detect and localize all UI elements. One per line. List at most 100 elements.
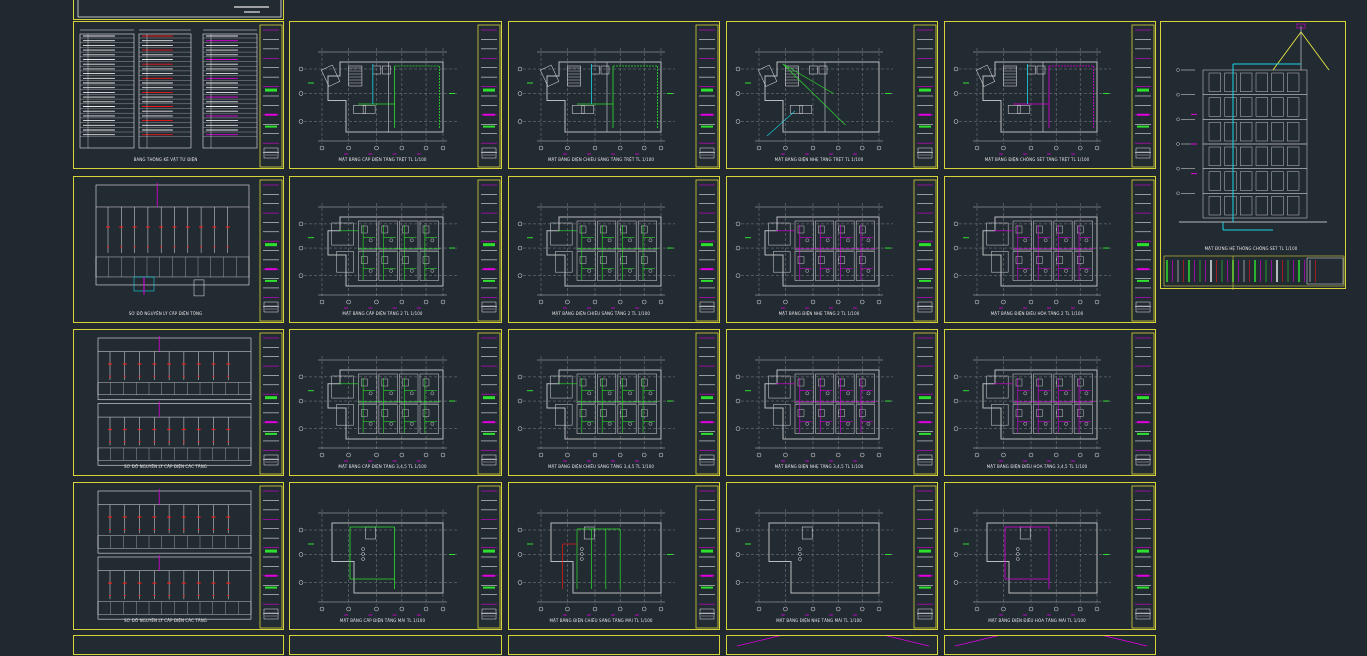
- sheet-plan-r1c3[interactable]: MẶT BẰNG ĐIỆN NHẸ TẦNG 2 TL 1/100: [726, 176, 938, 323]
- sheet-drawing: [1163, 23, 1345, 290]
- sheet-caption: SƠ ĐỒ NGUYÊN LÝ CẤP ĐIỆN TỔNG: [128, 311, 203, 316]
- sheet-plan-r0c4[interactable]: MẶT BẰNG ĐIỆN CHỐNG SÉT TẦNG TRỆT TL 1/1…: [944, 21, 1156, 169]
- sheet-drawing: [736, 636, 930, 647]
- sheet-drawing: [517, 485, 719, 629]
- cover-title-block: [77, 0, 282, 18]
- title-block: [913, 179, 937, 322]
- wiring-lines: [557, 378, 659, 433]
- sheet-drawing: [735, 24, 937, 168]
- sheet-plan-r1c2[interactable]: MẶT BẰNG ĐIỆN CHIẾU SÁNG TẦNG 2 TL 1/100: [508, 176, 720, 323]
- title-block: [259, 332, 283, 475]
- floor-plan: [953, 48, 1111, 155]
- sheet-partial-r4c4[interactable]: [944, 635, 1156, 655]
- wiring-lines: [775, 378, 877, 433]
- floor-plan: [953, 509, 1111, 616]
- sheet-plan-r1c1[interactable]: MẶT BẰNG CẤP ĐIỆN TẦNG 2 TL 1/100: [289, 176, 502, 323]
- floor-plan: [735, 356, 893, 462]
- title-block: [695, 332, 719, 475]
- sheet-drawing: [735, 332, 937, 475]
- riser-diagram: [95, 183, 250, 297]
- title-block: [477, 332, 501, 475]
- sheet-caption: MẶT BẰNG ĐIỆN NHẸ TẦNG 3,4,5 TL 1/100: [774, 464, 864, 469]
- partial-sheet-content: [736, 636, 930, 647]
- sheet-plan-r2c4[interactable]: MẶT BẰNG ĐIỆN ĐIỀU HÒA TẦNG 3,4,5 TL 1/1…: [944, 329, 1156, 476]
- sheet-plan-r2c3[interactable]: MẶT BẰNG ĐIỆN NHẸ TẦNG 3,4,5 TL 1/100: [726, 329, 938, 476]
- sheet-drawing: [97, 332, 283, 475]
- sheet-drawing: [290, 636, 503, 656]
- sheet-caption: MẶT BẰNG ĐIỆN NHẸ TẦNG TRỆT TL 1/100: [774, 157, 864, 162]
- sheet-plan-r1c4[interactable]: MẶT BẰNG ĐIỆN ĐIỀU HÒA TẦNG 2 TL 1/100: [944, 176, 1156, 323]
- sheet-drawing: [953, 179, 1155, 322]
- floor-plan: [735, 48, 893, 155]
- sheet-drawing: [735, 485, 937, 629]
- sheet-drawing: [953, 485, 1155, 629]
- wiring-lines: [1004, 526, 1050, 589]
- sheet-drawing: [298, 179, 501, 322]
- floor-plan: [735, 203, 893, 309]
- sheet-plan-r0c3[interactable]: MẶT BẰNG ĐIỆN NHẸ TẦNG TRỆT TL 1/100: [726, 21, 938, 169]
- sheet-legend-r0c0[interactable]: BẢNG THỐNG KÊ VẬT TƯ ĐIỆN: [73, 21, 284, 169]
- sheet-plan-r3c4[interactable]: MẶT BẰNG ĐIỆN ĐIỀU HÒA TẦNG MÁI TL 1/100: [944, 482, 1156, 630]
- wiring-lines: [338, 225, 441, 280]
- sheet-partial-r4c2[interactable]: [508, 635, 720, 655]
- riser-diagram: [97, 489, 252, 620]
- building-elevation: [1176, 23, 1330, 231]
- title-block: [259, 24, 283, 168]
- sheet-caption: MẶT BẰNG CẤP ĐIỆN TẦNG 3,4,5 TL 1/100: [338, 464, 427, 469]
- title-block: [1131, 485, 1155, 629]
- sheet-plan-r3c2[interactable]: MẶT BẰNG ĐIỆN CHIẾU SÁNG TẦNG MÁI TL 1/1…: [508, 482, 720, 630]
- sheet-caption: MẶT BẰNG ĐIỆN CHỐNG SÉT TẦNG TRỆT TL 1/1…: [984, 157, 1090, 162]
- sheet-caption: MẶT BẰNG ĐIỆN NHẸ TẦNG 2 TL 1/100: [778, 311, 860, 316]
- wiring-lines: [562, 528, 621, 589]
- sheet-plan-r0c1[interactable]: MẶT BẰNG CẤP ĐIỆN TẦNG TRỆT TL 1/100: [289, 21, 502, 169]
- title-block: [1131, 179, 1155, 322]
- sheet-partial-r4c1[interactable]: [289, 635, 502, 655]
- sheet-caption: MẶT BẰNG CẤP ĐIỆN TẦNG TRỆT TL 1/100: [338, 157, 427, 162]
- riser-diagram: [97, 336, 252, 466]
- title-block: [1131, 332, 1155, 475]
- title-block: [695, 485, 719, 629]
- sheet-partial-r4c3[interactable]: [726, 635, 938, 655]
- wiring-lines: [766, 63, 846, 137]
- wiring-lines: [349, 526, 395, 589]
- sheet-plan-r2c1[interactable]: MẶT BẰNG CẤP ĐIỆN TẦNG 3,4,5 TL 1/100: [289, 329, 502, 476]
- title-block: [913, 24, 937, 168]
- sheet-caption: MẶT BẰNG ĐIỆN ĐIỀU HÒA TẦNG 3,4,5 TL 1/1…: [986, 464, 1088, 469]
- floor-plan: [298, 356, 457, 462]
- sheet-partial-r4c0[interactable]: [73, 635, 284, 655]
- sheet-caption: MẶT BẰNG ĐIỆN CHIẾU SÁNG TẦNG 3,4,5 TL 1…: [547, 464, 655, 469]
- sheet-elevation-r0c5[interactable]: MẶT ĐỨNG HỆ THỐNG CHỐNG SÉT TL 1/100: [1160, 21, 1346, 290]
- sheet-drawing: [97, 485, 283, 629]
- wiring-lines: [993, 225, 1095, 280]
- sheet-caption: MẶT BẰNG ĐIỆN CHIẾU SÁNG TẦNG TRỆT TL 1/…: [547, 157, 654, 162]
- floor-plan: [517, 356, 675, 462]
- sheet-caption: MẶT BẰNG CẤP ĐIỆN TẦNG MÁI TL 1/100: [339, 618, 426, 623]
- sheet-drawing: [298, 485, 501, 629]
- sheet-caption: BẢNG THỐNG KÊ VẬT TƯ ĐIỆN: [133, 157, 198, 162]
- wiring-lines: [775, 225, 877, 280]
- title-block: [695, 24, 719, 168]
- sheet-plan-r3c3[interactable]: MẶT BẰNG ĐIỆN NHẸ TẦNG MÁI TL 1/100: [726, 482, 938, 630]
- elevation-legend-band: [1163, 255, 1345, 290]
- sheet-plan-r2c2[interactable]: MẶT BẰNG ĐIỆN CHIẾU SÁNG TẦNG 3,4,5 TL 1…: [508, 329, 720, 476]
- sheet-cover-top[interactable]: [73, 0, 284, 20]
- sheet-riser2-r2c0[interactable]: SƠ ĐỒ NGUYÊN LÝ CẤP ĐIỆN CÁC TẦNG: [73, 329, 284, 476]
- sheet-drawing: [298, 332, 501, 475]
- floor-plan: [517, 203, 675, 309]
- sheet-caption: MẶT BẰNG ĐIỆN NHẸ TẦNG MÁI TL 1/100: [776, 618, 862, 623]
- sheet-plan-r3c1[interactable]: MẶT BẰNG CẤP ĐIỆN TẦNG MÁI TL 1/100: [289, 482, 502, 630]
- sheet-caption: SƠ ĐỒ NGUYÊN LÝ CẤP ĐIỆN CÁC TẦNG: [123, 618, 208, 623]
- sheet-plan-r0c2[interactable]: MẶT BẰNG ĐIỆN CHIẾU SÁNG TẦNG TRỆT TL 1/…: [508, 21, 720, 169]
- sheet-caption: MẶT BẰNG ĐIỆN ĐIỀU HÒA TẦNG MÁI TL 1/100: [988, 618, 1086, 623]
- floor-plan: [298, 509, 457, 616]
- title-block: [477, 179, 501, 322]
- sheet-caption: MẶT BẰNG ĐIỆN CHIẾU SÁNG TẦNG MÁI TL 1/1…: [549, 618, 653, 623]
- sheet-riser-r1c0[interactable]: SƠ ĐỒ NGUYÊN LÝ CẤP ĐIỆN TỔNG: [73, 176, 284, 323]
- floor-plan: [953, 356, 1111, 462]
- sheet-riser2-r3c0[interactable]: SƠ ĐỒ NGUYÊN LÝ CẤP ĐIỆN CÁC TẦNG: [73, 482, 284, 630]
- floor-plan: [298, 203, 457, 309]
- title-block: [913, 332, 937, 475]
- floor-plan: [953, 203, 1111, 309]
- sheet-caption: MẶT BẰNG CẤP ĐIỆN TẦNG 2 TL 1/100: [342, 311, 423, 316]
